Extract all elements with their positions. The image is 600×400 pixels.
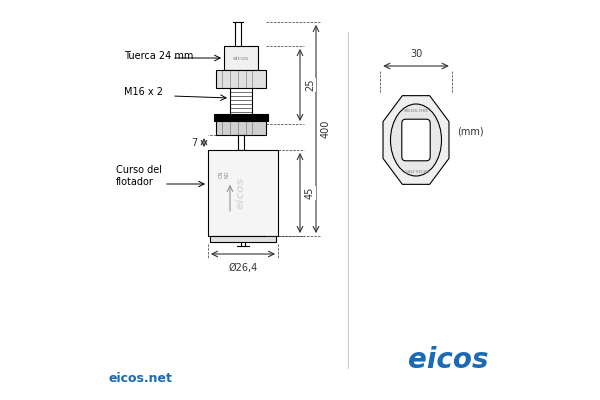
Text: 25: 25 [305, 79, 315, 91]
Text: eicos: eicos [408, 346, 488, 374]
Text: Ø26,4: Ø26,4 [229, 263, 257, 273]
Text: Curso del
flotador: Curso del flotador [116, 165, 162, 187]
Text: M16 x 2: M16 x 2 [124, 87, 163, 97]
Text: 7: 7 [191, 138, 197, 148]
Ellipse shape [391, 104, 442, 176]
Text: eicos.net: eicos.net [404, 108, 428, 113]
Text: 45: 45 [305, 187, 315, 199]
Text: ON
NO: ON NO [218, 170, 229, 178]
Text: Tuerca 24 mm: Tuerca 24 mm [124, 51, 193, 61]
Bar [210, 236, 276, 242]
Bar [224, 46, 258, 70]
Text: 30: 30 [410, 49, 422, 59]
Bar [216, 70, 266, 88]
Bar [216, 121, 266, 135]
FancyBboxPatch shape [402, 119, 430, 161]
Text: eicos.net: eicos.net [108, 372, 172, 384]
Text: eicos.net: eicos.net [404, 167, 428, 172]
Text: eicos: eicos [236, 177, 246, 209]
Bar [208, 150, 278, 236]
Bar [214, 114, 268, 121]
Text: eicos: eicos [233, 56, 249, 60]
Polygon shape [383, 96, 449, 184]
Text: 400: 400 [321, 120, 331, 138]
Text: (mm): (mm) [457, 127, 484, 137]
